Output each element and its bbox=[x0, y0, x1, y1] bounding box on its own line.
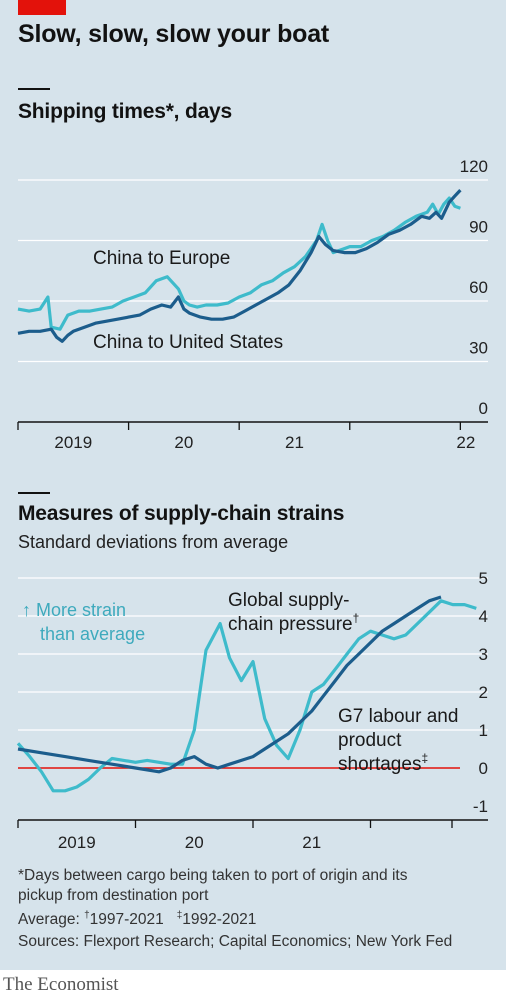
economist-red-tag bbox=[18, 0, 66, 15]
label-global-supply-1: Global supply- bbox=[228, 590, 349, 611]
sources: Sources: Flexport Research; Capital Econ… bbox=[18, 933, 453, 950]
x-tick-label-2019: 2019 bbox=[54, 433, 92, 452]
series-line-global-supply-chain bbox=[16, 599, 477, 793]
shipping-times-chart: 0 30 60 90 120 2019 20 21 22 China to Europe China… bbox=[17, 157, 488, 452]
average-label: Average: bbox=[18, 911, 85, 929]
section-rule-1 bbox=[18, 88, 50, 90]
x-tick-label-21: 21 bbox=[302, 833, 321, 852]
x-tick-label-20: 20 bbox=[185, 833, 204, 852]
y-tick-label-2: 2 bbox=[479, 683, 488, 702]
series-line-g7-shortages bbox=[17, 595, 442, 774]
supply-chain-chart: -1 0 1 2 3 4 5 2019 20 21 ↑ More strain than averag… bbox=[16, 569, 488, 852]
label-china-europe: China to Europe bbox=[93, 248, 230, 269]
label-global-supply-2: chain pressure† bbox=[228, 611, 359, 635]
y-tick-label-5: 5 bbox=[479, 569, 488, 588]
x-tick-label-2019: 2019 bbox=[58, 833, 96, 852]
y-tick-label-1: 1 bbox=[479, 721, 488, 740]
section-subtitle-supply-chain: Standard deviations from average bbox=[18, 532, 289, 552]
y-tick-label-120: 120 bbox=[460, 157, 488, 176]
dagger-mark: † bbox=[84, 910, 90, 921]
series-line-china-us bbox=[17, 189, 462, 343]
y-tick-label-60: 60 bbox=[469, 278, 488, 297]
section-rule-2 bbox=[18, 492, 50, 494]
dagger-sup: † bbox=[353, 611, 360, 625]
note-more-strain: ↑ More strain than average bbox=[22, 600, 145, 644]
label-g7-1: G7 labour and bbox=[338, 706, 458, 727]
double-dagger-mark: ‡ bbox=[176, 910, 183, 921]
footnote-line-1: *Days between cargo being taken to port … bbox=[18, 867, 408, 884]
brand-bar: The Economist bbox=[0, 970, 506, 1000]
footnote: *Days between cargo being taken to port … bbox=[18, 866, 498, 930]
y-tick-label-3: 3 bbox=[479, 645, 488, 664]
y-tick-label--1: -1 bbox=[473, 797, 488, 816]
x-tick-label-21: 21 bbox=[285, 433, 304, 452]
y-tick-label-90: 90 bbox=[469, 218, 488, 237]
double-dagger-sup: ‡ bbox=[421, 751, 428, 765]
footnote-averages: Average: †1997-2021 ‡1992-2021 bbox=[18, 906, 498, 930]
footnote-line-2: pickup from destination port bbox=[18, 887, 209, 904]
series-line-china-europe bbox=[17, 196, 461, 331]
label-g7-3: shortages‡ bbox=[338, 751, 428, 775]
double-dagger-range: 1992-2021 bbox=[182, 911, 257, 929]
label-g7-2: product bbox=[338, 730, 402, 751]
brand-logo-text: The Economist bbox=[3, 974, 119, 995]
x-tick-label-22: 22 bbox=[456, 433, 475, 452]
section-title-supply-chain: Measures of supply-chain strains bbox=[18, 502, 345, 525]
chart-title: Slow, slow, slow your boat bbox=[18, 20, 330, 48]
x-tick-label-20: 20 bbox=[174, 433, 193, 452]
section-title-shipping: Shipping times*, days bbox=[18, 100, 233, 123]
y-tick-label-30: 30 bbox=[469, 339, 488, 358]
dagger-range: 1997-2021 bbox=[89, 911, 164, 929]
y-tick-label-0: 0 bbox=[479, 759, 488, 778]
y-tick-label-4: 4 bbox=[479, 607, 488, 626]
label-china-us: China to United States bbox=[93, 332, 283, 353]
y-tick-label-0: 0 bbox=[479, 399, 488, 418]
